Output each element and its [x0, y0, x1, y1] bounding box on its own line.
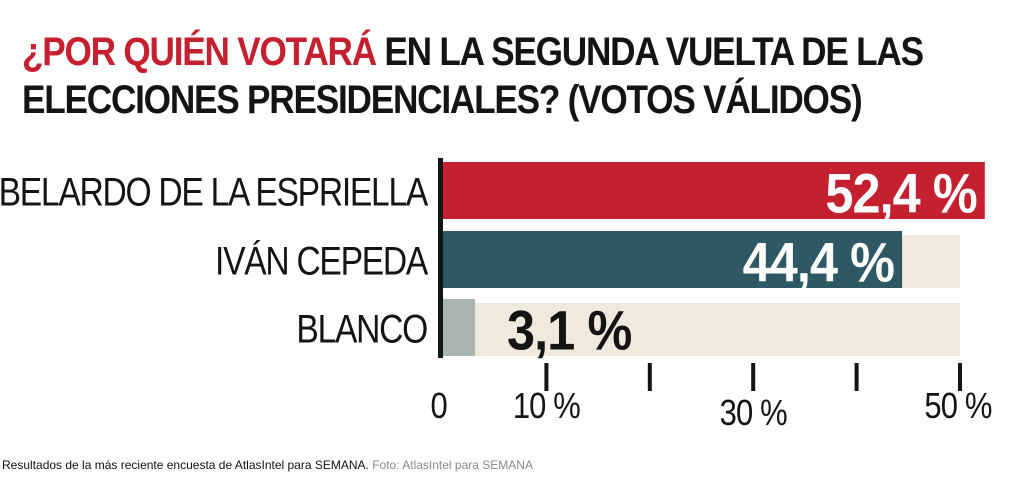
data-label: 3,1 %	[507, 300, 631, 362]
caption-credit: Foto: AtlasIntel para SEMANA	[368, 458, 533, 472]
caption-text: Resultados de la más reciente encuesta d…	[2, 458, 369, 472]
chart-title: ¿POR QUIÉN VOTARÁ EN LA SEGUNDA VUELTA D…	[22, 28, 924, 124]
data-label: 44,4 %	[743, 232, 894, 294]
bar	[443, 299, 476, 356]
title-highlight: ¿POR QUIÉN VOTARÁ	[22, 30, 377, 74]
title-rest: EN LA SEGUNDA VUELTA DE LAS	[375, 30, 924, 74]
x-tick	[854, 363, 859, 391]
x-tick-label: 10 %	[513, 387, 580, 427]
x-tick-label: 50 %	[924, 387, 991, 427]
title-line-1: ¿POR QUIÉN VOTARÁ EN LA SEGUNDA VUELTA D…	[22, 28, 924, 76]
x-axis-line	[438, 158, 443, 358]
photo-caption: Resultados de la más reciente encuesta d…	[2, 458, 533, 472]
x-tick-label: 0	[431, 387, 448, 427]
x-tick	[751, 363, 756, 391]
bar	[443, 162, 985, 219]
x-tick	[647, 363, 652, 391]
category-label: IVÁN CEPEDA	[215, 239, 429, 283]
bar-chart: ABELARDO DE LA ESPRIELLA 52,4 % IVÁN CEPED…	[0, 158, 992, 434]
bar-track	[443, 303, 960, 356]
x-tick	[958, 363, 962, 391]
title-line-2: ELECCIONES PRESIDENCIALES? (VOTOS VÁLIDO…	[22, 78, 863, 122]
category-label: BLANCO	[296, 307, 427, 351]
category-label: ABELARDO DE LA ESPRIELLA	[0, 170, 429, 214]
data-label: 52,4 %	[825, 163, 976, 225]
bar	[443, 231, 903, 288]
x-tick	[544, 363, 549, 391]
x-tick-label: 30 %	[720, 394, 787, 434]
